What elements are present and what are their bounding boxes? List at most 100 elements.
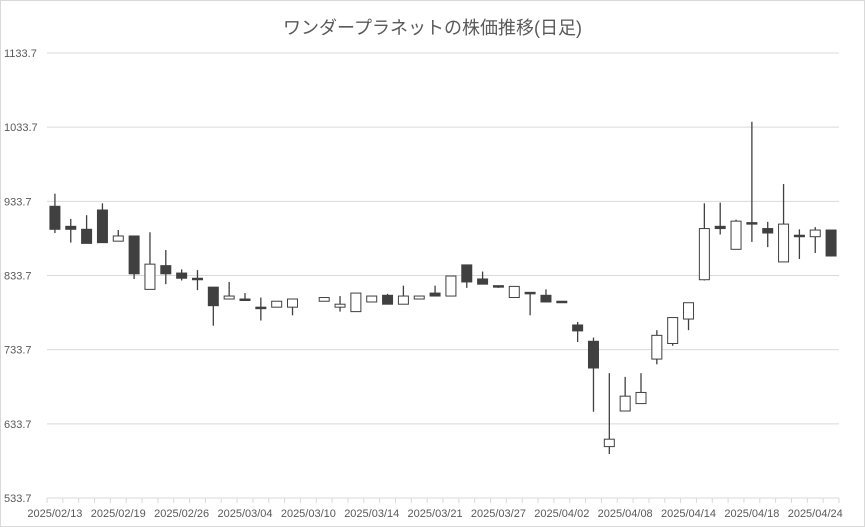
candle	[540, 289, 552, 303]
x-tick-label: 2025/04/24	[788, 508, 843, 520]
candle-body-down	[160, 265, 172, 275]
candle-body-up	[508, 285, 520, 299]
candle	[683, 302, 695, 331]
candle-body-down	[239, 298, 251, 302]
x-tick-label: 2025/02/13	[27, 508, 82, 520]
candle-body-down	[382, 294, 394, 305]
y-tick-label: 1133.7	[4, 48, 37, 60]
candle-body-up	[144, 263, 156, 290]
candle-body-down	[492, 285, 504, 288]
candle	[667, 317, 679, 346]
candle-body-up	[730, 220, 742, 250]
x-tick-label: 2025/04/08	[598, 508, 653, 520]
candle-body-up	[809, 229, 821, 238]
candle-body-up	[366, 295, 378, 303]
candle	[429, 285, 441, 297]
candle-body-down	[207, 286, 219, 307]
candle	[746, 121, 758, 242]
candle	[809, 227, 821, 254]
candle	[413, 295, 425, 300]
candle-body-up	[334, 303, 346, 308]
candle	[556, 300, 568, 304]
candle	[572, 322, 584, 343]
candle	[825, 229, 837, 257]
candle-body-up	[778, 223, 790, 263]
candle	[508, 285, 520, 299]
candle-body-up	[619, 395, 631, 412]
candle	[287, 298, 299, 316]
candle-body-down	[524, 291, 536, 295]
candle-body-down	[746, 222, 758, 225]
x-tick-label: 2025/03/27	[471, 508, 526, 520]
candle	[587, 337, 599, 412]
x-tick-label: 2025/04/18	[724, 508, 779, 520]
x-tick-label: 2025/04/14	[661, 508, 716, 520]
candle	[492, 285, 504, 288]
candle-body-down	[81, 228, 93, 244]
candle-body-down	[540, 294, 552, 303]
candle	[255, 297, 267, 321]
candle	[651, 330, 663, 365]
candle-body-up	[350, 292, 362, 313]
x-tick-label: 2025/03/21	[408, 508, 463, 520]
candle	[176, 269, 188, 281]
candle-body-down	[793, 234, 805, 238]
candle	[778, 184, 790, 263]
candle	[603, 373, 615, 455]
candle	[271, 300, 283, 308]
candle	[382, 293, 394, 305]
candle-body-up	[397, 295, 409, 305]
x-tick-label: 2025/02/19	[91, 508, 146, 520]
y-tick-label: 633.7	[4, 419, 32, 431]
candle-body-up	[445, 275, 457, 297]
candle	[128, 235, 140, 279]
candle	[397, 285, 409, 305]
x-tick-label: 2025/03/14	[344, 508, 399, 520]
candle-body-down	[65, 225, 77, 230]
candle	[239, 293, 251, 302]
candle	[49, 193, 61, 234]
candle-body-up	[683, 302, 695, 320]
x-tick-label: 2025/03/10	[281, 508, 336, 520]
candle-body-down	[96, 209, 108, 244]
candle	[762, 221, 774, 248]
x-tick-label: 2025/03/04	[217, 508, 272, 520]
x-tick-label: 2025/02/26	[154, 508, 209, 520]
y-tick-label: 533.7	[4, 493, 32, 505]
candle-body-down	[128, 235, 140, 275]
candle	[461, 264, 473, 288]
candle	[366, 295, 378, 303]
candle-body-up	[413, 295, 425, 300]
candle-body-up	[271, 300, 283, 308]
y-tick-label: 833.7	[4, 271, 32, 283]
candle	[350, 292, 362, 313]
x-tick-label: 2025/04/02	[534, 508, 589, 520]
candle	[477, 271, 489, 285]
candle	[96, 203, 108, 244]
candle	[445, 275, 457, 297]
candle-body-down	[587, 340, 599, 369]
candle-body-down	[825, 229, 837, 257]
candle-body-up	[651, 334, 663, 360]
candle-body-up	[223, 295, 235, 300]
candle	[160, 250, 172, 285]
chart-title: ワンダープラネットの株価推移(日足)	[283, 18, 582, 38]
candle-body-up	[112, 235, 124, 242]
candle	[112, 230, 124, 242]
candle-body-down	[714, 225, 726, 230]
candle-body-down	[762, 228, 774, 234]
candle-body-down	[49, 205, 61, 230]
candle-body-up	[287, 298, 299, 308]
candle-body-down	[255, 306, 267, 310]
candle-body-up	[603, 438, 615, 448]
candle	[619, 376, 631, 412]
y-tick-label: 933.7	[4, 196, 32, 208]
candle	[793, 229, 805, 259]
candle-body-up	[698, 228, 710, 281]
candle-body-down	[572, 324, 584, 332]
candle	[207, 286, 219, 326]
candle	[191, 270, 203, 291]
candle-body-down	[176, 272, 188, 279]
y-tick-label: 1033.7	[4, 122, 38, 134]
